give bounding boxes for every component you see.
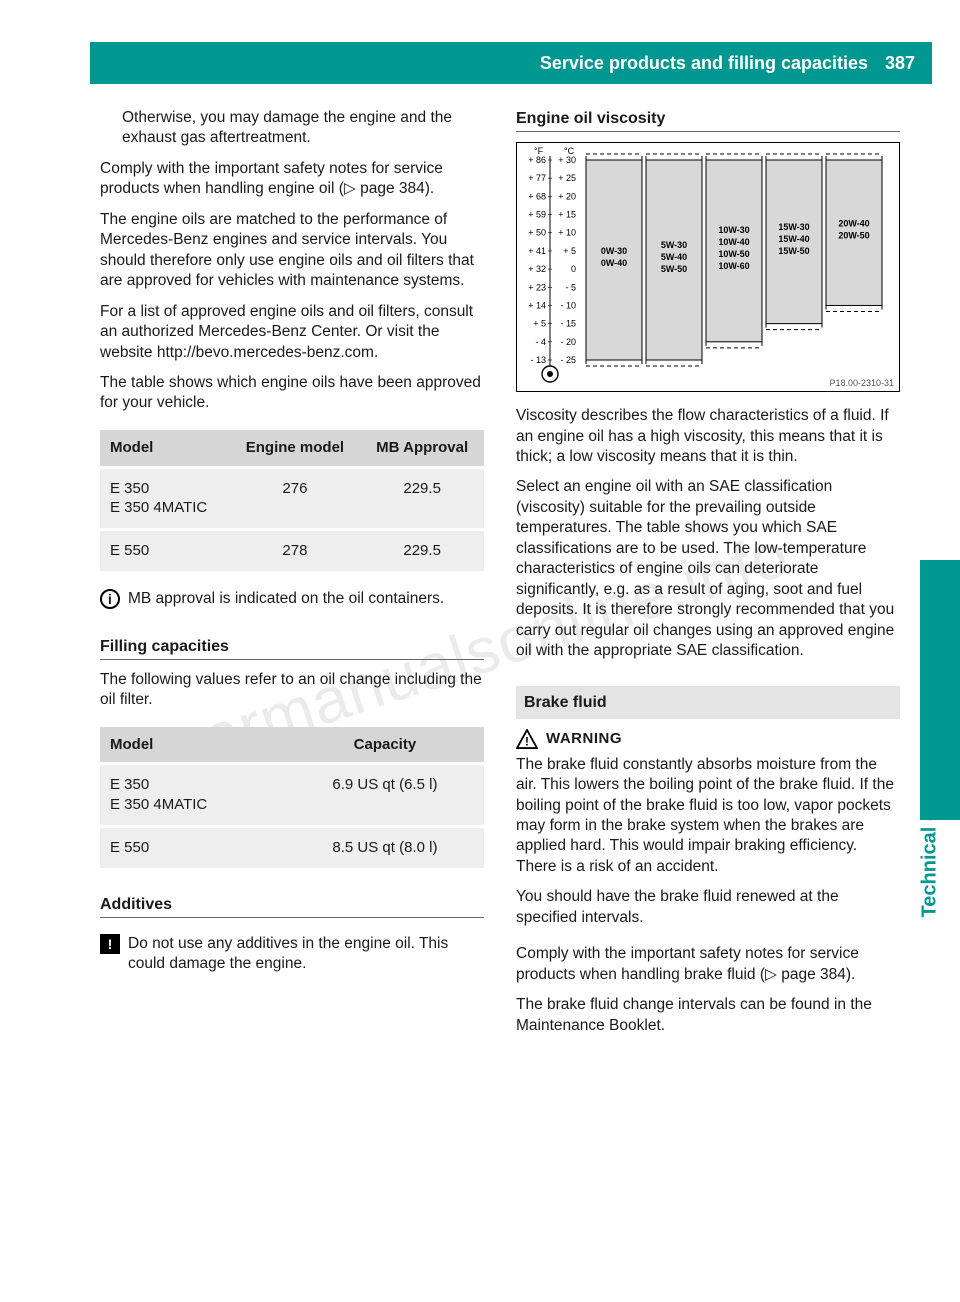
table-cell: 276 [230,467,361,530]
caution-note-text: Do not use any additives in the engine o… [128,934,484,975]
svg-text:+ 32: + 32 [528,264,546,274]
info-note: i MB approval is indicated on the oil co… [100,589,484,609]
svg-text:P18.00-2310-31: P18.00-2310-31 [829,378,894,388]
table-cell: E 350 E 350 4MATIC [100,764,286,827]
table-cell: E 550 [100,530,230,571]
svg-text:5W-40: 5W-40 [661,252,687,262]
svg-text:+ 41: + 41 [528,246,546,256]
svg-text:10W-40: 10W-40 [718,237,749,247]
svg-text:+ 23: + 23 [528,282,546,292]
table-cell: 229.5 [360,530,484,571]
table-header: Engine model [230,430,361,467]
heading-additives: Additives [100,894,484,918]
svg-text:+ 77: + 77 [528,173,546,183]
svg-text:+ 10: + 10 [558,228,576,238]
warning-label: WARNING [546,729,622,749]
table-cell: E 350 E 350 4MATIC [100,467,230,530]
svg-text:- 5: - 5 [565,282,576,292]
viscosity-chart: °F°C+ 86+ 30+ 77+ 25+ 68+ 20+ 59+ 15+ 50… [516,142,900,392]
svg-text:15W-30: 15W-30 [778,222,809,232]
body-text: For a list of approved engine oils and o… [100,302,484,363]
header-title: Service products and filling capacities [540,53,868,74]
caution-note: ! Do not use any additives in the engine… [100,934,484,975]
table-cell: 278 [230,530,361,571]
heading-viscosity: Engine oil viscosity [516,108,900,132]
right-column: Engine oil viscosity °F°C+ 86+ 30+ 77+ 2… [516,108,900,1046]
svg-text:+ 59: + 59 [528,210,546,220]
svg-text:- 4: - 4 [535,337,546,347]
svg-text:0: 0 [571,264,576,274]
svg-text:+ 25: + 25 [558,173,576,183]
page-number: 387 [876,53,924,74]
svg-text:+ 5: + 5 [533,319,546,329]
table-row: E 550 8.5 US qt (8.0 l) [100,826,484,867]
svg-text:+ 68: + 68 [528,191,546,201]
table-header: Capacity [286,727,484,764]
body-text: Select an engine oil with an SAE classif… [516,477,900,661]
table-row: E 350 E 350 4MATIC 6.9 US qt (6.5 l) [100,764,484,827]
svg-text:5W-50: 5W-50 [661,264,687,274]
svg-text:- 13: - 13 [530,355,546,365]
svg-text:10W-30: 10W-30 [718,225,749,235]
svg-text:- 25: - 25 [560,355,576,365]
svg-text:!: ! [525,734,529,748]
table-cell: 229.5 [360,467,484,530]
svg-text:0W-40: 0W-40 [601,258,627,268]
svg-text:+ 86: + 86 [528,155,546,165]
heading-brake-fluid: Brake fluid [516,686,900,719]
svg-text:- 10: - 10 [560,301,576,311]
svg-text:10W-60: 10W-60 [718,261,749,271]
left-column: Otherwise, you may damage the engine and… [100,108,484,1046]
body-text: Viscosity describes the flow characteris… [516,406,900,467]
body-text: Comply with the important safety notes f… [516,944,900,985]
svg-text:15W-50: 15W-50 [778,246,809,256]
table-header: MB Approval [360,430,484,467]
info-note-text: MB approval is indicated on the oil cont… [128,589,484,609]
table-header: Model [100,727,286,764]
svg-text:15W-40: 15W-40 [778,234,809,244]
warning-triangle-icon: ! [516,729,538,749]
svg-text:5W-30: 5W-30 [661,240,687,250]
body-text: Comply with the important safety notes f… [100,159,484,200]
warning-text: You should have the brake fluid renewed … [516,887,900,928]
svg-text:+ 5: + 5 [563,246,576,256]
svg-text:+ 20: + 20 [558,191,576,201]
svg-text:+ 50: + 50 [528,228,546,238]
approval-table: Model Engine model MB Approval E 350 E 3… [100,430,484,571]
svg-text:10W-50: 10W-50 [718,249,749,259]
table-header: Model [100,430,230,467]
svg-text:0W-30: 0W-30 [601,246,627,256]
side-tab-label: Technical data [918,780,941,917]
body-text: The engine oils are matched to the perfo… [100,210,484,292]
table-cell: 6.9 US qt (6.5 l) [286,764,484,827]
info-icon: i [100,589,120,609]
intro-continuation: Otherwise, you may damage the engine and… [100,108,484,149]
header-bar: Service products and filling capacities … [90,42,932,84]
svg-text:- 15: - 15 [560,319,576,329]
body-text: The following values refer to an oil cha… [100,670,484,711]
warning-header: ! WARNING [516,729,900,749]
svg-text:20W-40: 20W-40 [838,219,869,229]
viscosity-chart-svg: °F°C+ 86+ 30+ 77+ 25+ 68+ 20+ 59+ 15+ 50… [516,142,900,392]
svg-text:+ 30: + 30 [558,155,576,165]
svg-text:20W-50: 20W-50 [838,231,869,241]
body-text: The brake fluid change intervals can be … [516,995,900,1036]
svg-text:+ 15: + 15 [558,210,576,220]
capacity-table: Model Capacity E 350 E 350 4MATIC 6.9 US… [100,727,484,868]
heading-filling-capacities: Filling capacities [100,636,484,660]
warning-text: The brake fluid constantly absorbs moist… [516,755,900,878]
svg-text:+ 14: + 14 [528,301,546,311]
exclamation-icon: ! [100,934,120,954]
page-content: Otherwise, you may damage the engine and… [100,108,900,1046]
table-row: E 550 278 229.5 [100,530,484,571]
table-cell: 8.5 US qt (8.0 l) [286,826,484,867]
table-cell: E 550 [100,826,286,867]
body-text: The table shows which engine oils have b… [100,373,484,414]
table-row: E 350 E 350 4MATIC 276 229.5 [100,467,484,530]
svg-text:- 20: - 20 [560,337,576,347]
